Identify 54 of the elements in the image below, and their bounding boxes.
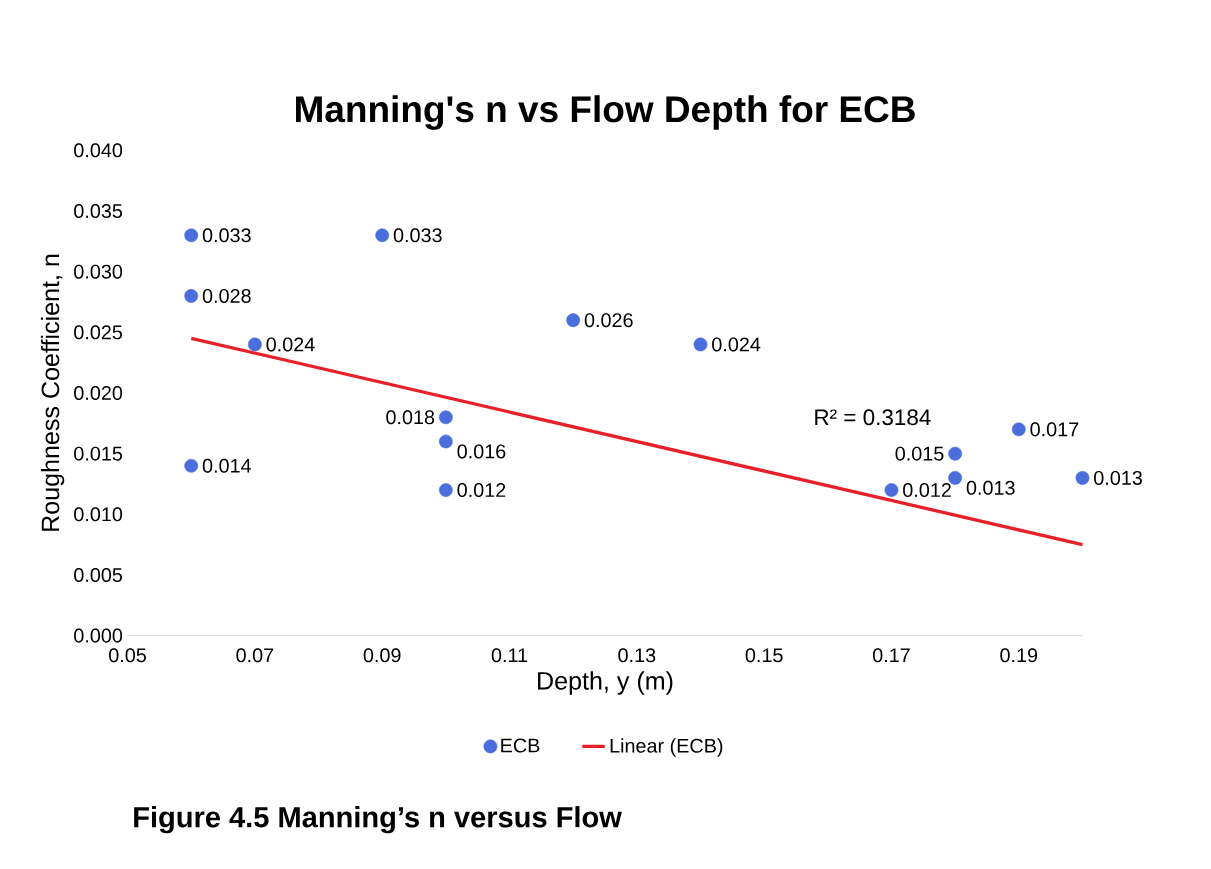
y-tick-label: 0.030 [74,264,123,279]
legend-label: ECB [501,738,540,753]
data-label: 0.017 [1030,422,1079,437]
data-label: 0.015 [895,446,944,461]
x-tick-label: 0.09 [363,648,401,663]
point [1075,471,1090,485]
point [948,471,963,485]
y-axis-title: Roughness Coefficient, n [40,254,65,532]
data-label: 0.012 [903,483,951,498]
data-label: 0.028 [202,289,251,304]
data-label: 0.033 [393,228,442,243]
y-tick-label: 0.040 [74,143,123,158]
point [884,483,899,498]
point [184,228,199,243]
x-tick-label: 0.15 [745,648,783,663]
point [184,459,199,473]
x-tick-label: 0.05 [109,648,146,663]
chart-title: Manning's n vs Flow Depth for ECB [296,95,915,131]
x-tick-label: 0.07 [236,648,274,663]
y-tick-label: 0.005 [74,568,123,583]
caption: Figure 4.5 Manning’s n versus Flow [134,806,622,834]
point [438,483,453,498]
point [375,228,390,243]
x-axis-title: Depth, y (m) [538,671,673,695]
y-tick-label: 0.000 [74,628,123,643]
point [248,337,262,352]
y-tick-label: 0.015 [74,446,123,461]
data-label: 0.018 [386,410,435,425]
data-label: 0.024 [712,337,761,352]
x-tick-label: 0.17 [872,648,910,663]
data-label: 0.016 [457,444,506,459]
y-tick-label: 0.025 [74,325,123,340]
x-tick-label: 0.13 [618,648,656,663]
x-tick-label: 0.11 [491,648,528,663]
y-tick-label: 0.020 [74,386,123,401]
point [693,337,708,352]
point [438,410,453,425]
data-label: 0.012 [457,483,506,498]
point [438,434,453,449]
x-tick-label: 0.19 [1000,648,1038,663]
y-tick-label: 0.035 [74,204,123,219]
point [184,289,199,304]
annotation: R² = 0.3184 [815,409,931,426]
point [1011,422,1026,437]
point [566,313,581,328]
data-label: 0.013 [966,481,1015,496]
data-label: 0.026 [584,313,633,328]
data-label: 0.033 [202,228,251,243]
y-tick-label: 0.010 [74,507,123,522]
point [948,446,963,461]
data-label: 0.024 [266,337,315,352]
data-label: 0.013 [1094,471,1142,486]
legend-label: Linear (ECB) [610,738,723,757]
data-label: 0.014 [202,458,252,473]
